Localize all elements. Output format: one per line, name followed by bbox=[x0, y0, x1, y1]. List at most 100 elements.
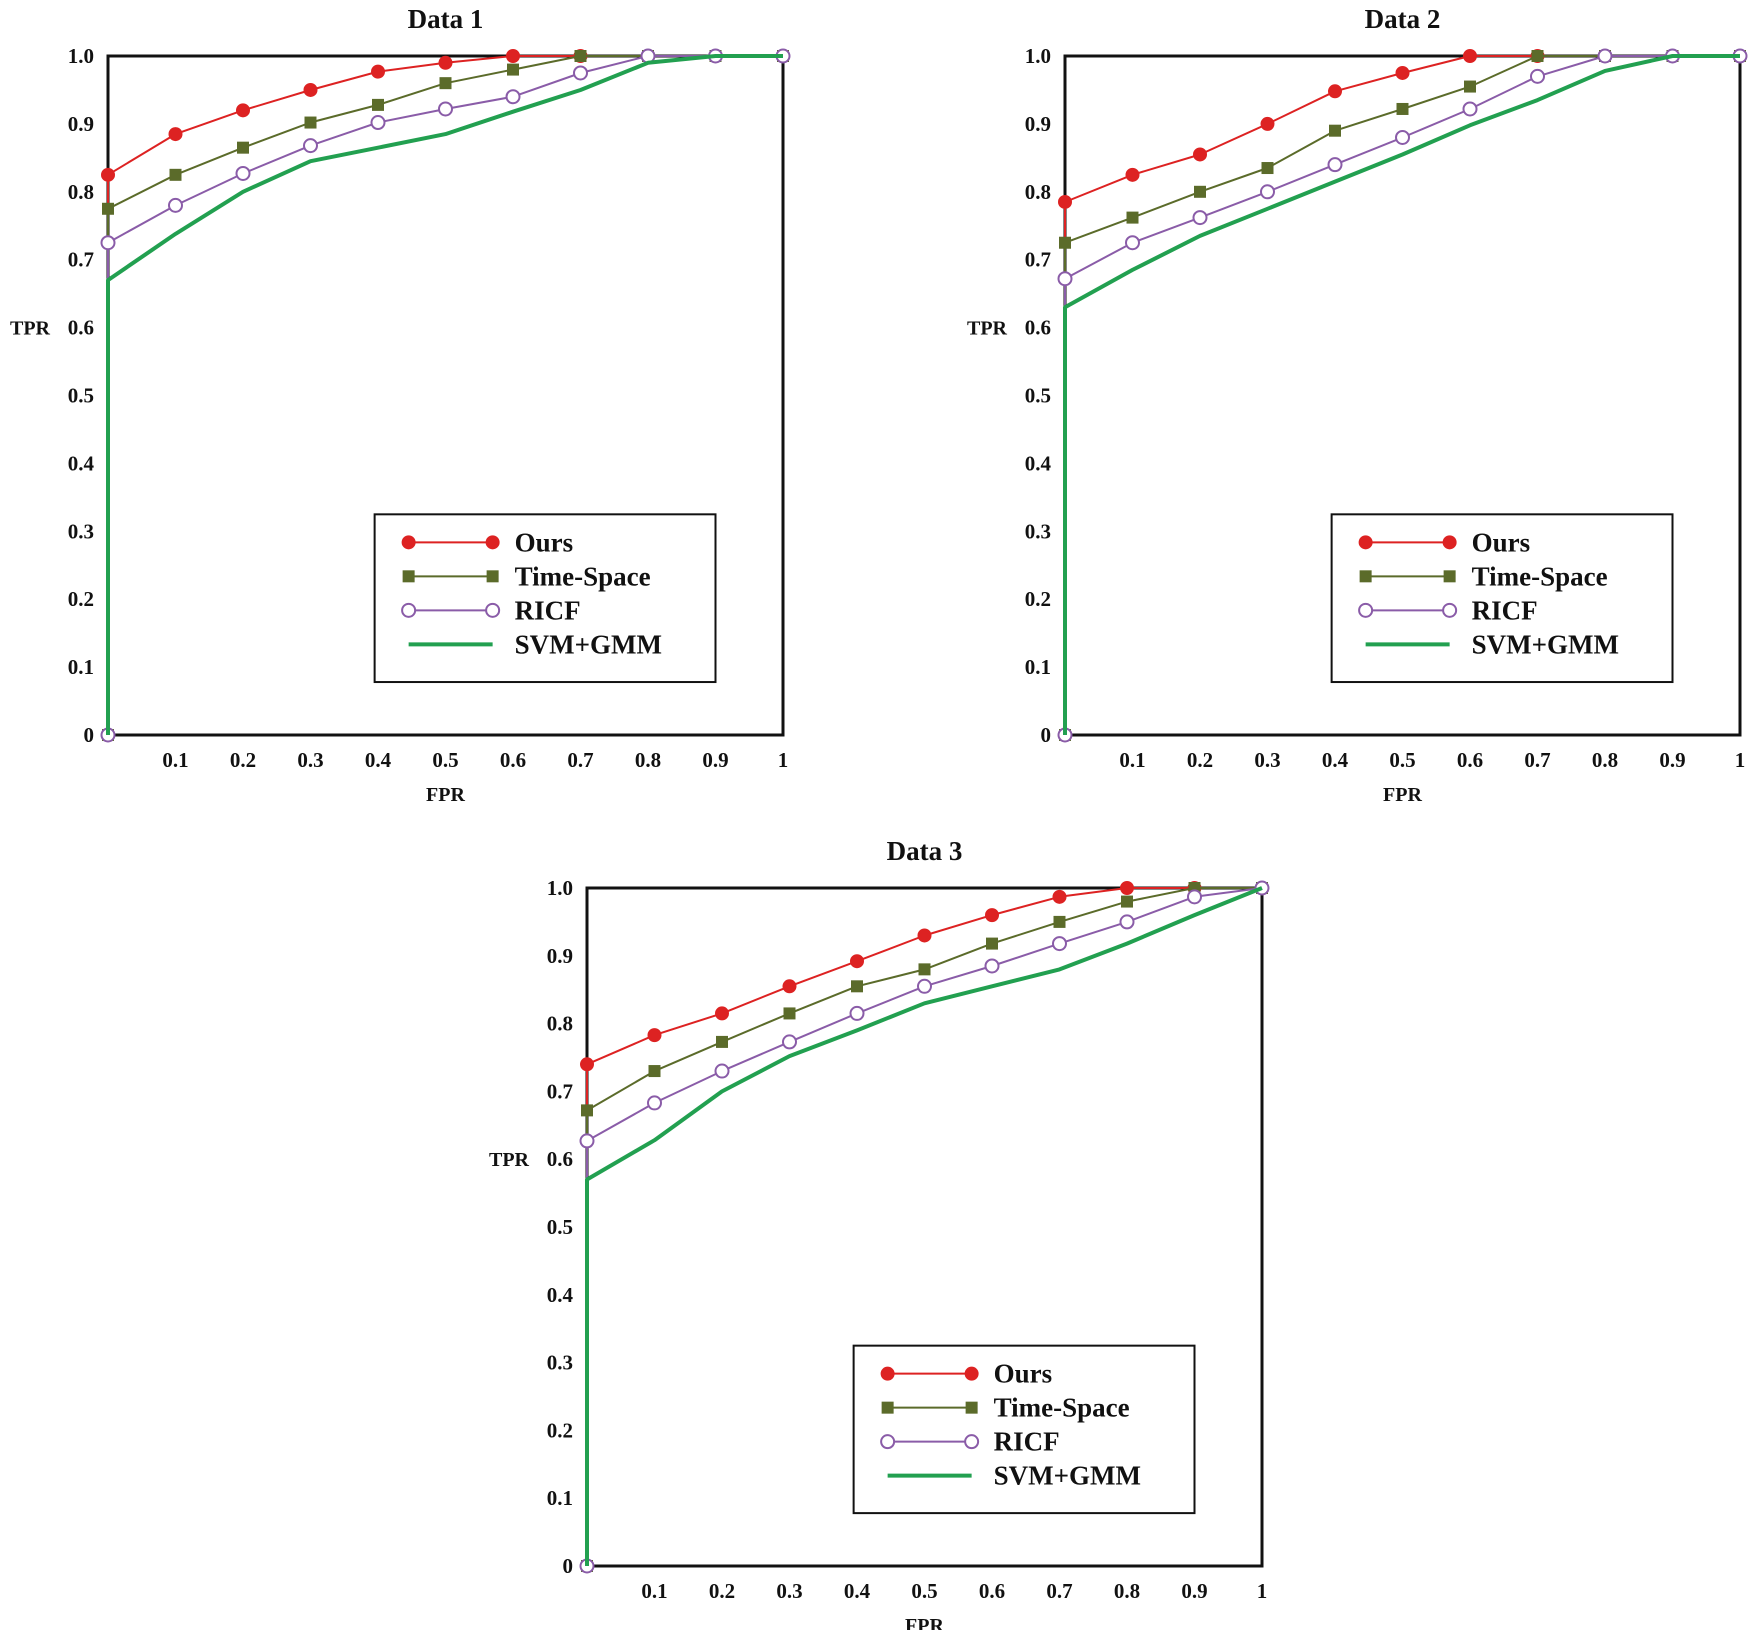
y-tick-label: 0.2 bbox=[1025, 587, 1051, 611]
y-tick-label: 1.0 bbox=[1025, 44, 1051, 68]
data-point-time-space bbox=[1059, 236, 1071, 249]
y-tick-label: 0.7 bbox=[547, 1079, 573, 1103]
data-point-ricf bbox=[1462, 101, 1478, 117]
data-point-time-space bbox=[372, 98, 384, 111]
data-point-ricf bbox=[1260, 184, 1275, 200]
x-tick-label: 0.5 bbox=[1389, 748, 1415, 772]
x-tick-label: 0.4 bbox=[1322, 748, 1349, 772]
y-tick-label: 0.9 bbox=[547, 944, 573, 968]
data-point-time-space bbox=[851, 980, 863, 993]
data-point-ricf bbox=[1192, 210, 1208, 226]
data-point-time-space bbox=[1261, 162, 1274, 175]
data-point-ours bbox=[1463, 49, 1477, 63]
y-tick-label: 0.2 bbox=[547, 1418, 573, 1442]
data-point-time-space bbox=[1464, 80, 1476, 93]
y-tick-label: 0.7 bbox=[1025, 248, 1051, 272]
data-point-time-space bbox=[1194, 185, 1206, 198]
data-point-ours bbox=[782, 979, 797, 994]
chart-data-3: Data 3 0 0.1 0.2 0.3 0.4 0.5 0.6 0.7 0.8 0.9 1.0 0.1… bbox=[489, 836, 1270, 1630]
data-point-ricf bbox=[917, 978, 932, 994]
x-tick-label: 0.3 bbox=[297, 748, 323, 772]
data-point-ricf bbox=[714, 1063, 730, 1079]
data-point-time-space bbox=[1126, 211, 1139, 224]
series-line-svm-gmm bbox=[106, 54, 783, 735]
legend-marker-ours bbox=[1358, 535, 1373, 550]
y-tick-label: 0.1 bbox=[1025, 655, 1051, 679]
x-tick-label: 0.2 bbox=[709, 1579, 735, 1603]
x-tick-label: 0.9 bbox=[1181, 1579, 1207, 1603]
data-point-ricf bbox=[303, 138, 318, 154]
legend-label-time-space: Time-Space bbox=[994, 1393, 1130, 1423]
y-tick-label: 0.1 bbox=[547, 1486, 573, 1510]
data-point-time-space bbox=[507, 63, 519, 76]
data-point-ricf bbox=[579, 1133, 595, 1149]
x-tick-label: 0.4 bbox=[844, 1579, 871, 1603]
x-tick-label: 0.7 bbox=[567, 748, 593, 772]
data-point-ours bbox=[647, 1028, 662, 1043]
series-line-time-space bbox=[586, 887, 1262, 1566]
data-point-ours bbox=[438, 55, 453, 70]
chart-data-2: Data 2 0 0.1 0.2 0.3 0.4 0.5 0.6 0.7 0.8 0.9 1.0 0.1… bbox=[967, 4, 1748, 806]
data-point-ours bbox=[850, 954, 864, 969]
y-tick-label: 0.8 bbox=[68, 180, 94, 204]
legend-marker-ours bbox=[880, 1366, 895, 1381]
x-tick-label: 0.8 bbox=[1592, 748, 1618, 772]
data-point-ours bbox=[168, 127, 183, 142]
y-tick-label: 0.7 bbox=[68, 248, 94, 272]
data-point-ricf bbox=[1187, 889, 1202, 905]
legend-label-svm-gmm: SVM+GMM bbox=[1472, 629, 1619, 659]
legend-marker-ricf bbox=[1358, 602, 1374, 618]
legend-marker-ricf bbox=[485, 602, 501, 618]
series-line-ricf bbox=[107, 55, 783, 735]
series-line-ricf bbox=[586, 887, 1263, 1566]
x-tick-label: 0.5 bbox=[911, 1579, 937, 1603]
x-tick-label: 0.9 bbox=[702, 748, 728, 772]
x-tick-label: 1 bbox=[1257, 1579, 1268, 1603]
legend-marker-time-space bbox=[486, 570, 499, 583]
y-tick-label: 0.5 bbox=[1025, 384, 1051, 408]
chart-data-1: Data 1 0 0.1 0.2 0.3 0.4 0.5 0.6 0.7 0.8 0.9 1.0 0.1… bbox=[10, 4, 791, 806]
legend-label-time-space: Time-Space bbox=[1472, 561, 1608, 591]
legend-marker-time-space bbox=[881, 1401, 894, 1414]
legend-label-svm-gmm: SVM+GMM bbox=[515, 629, 662, 659]
y-tick-label: 0.1 bbox=[68, 655, 94, 679]
data-point-time-space bbox=[237, 141, 249, 154]
chart-title: Data 3 bbox=[887, 836, 963, 866]
y-tick-label: 0.5 bbox=[68, 384, 94, 408]
y-tick-label: 0.3 bbox=[547, 1351, 573, 1375]
data-point-ours bbox=[1120, 881, 1134, 895]
y-tick-label: 0.3 bbox=[68, 519, 94, 543]
x-tick-label: 0.8 bbox=[635, 748, 661, 772]
data-point-time-space bbox=[102, 202, 114, 215]
data-point-ours bbox=[985, 908, 999, 923]
legend-label-ours: Ours bbox=[994, 1359, 1053, 1389]
data-point-ricf bbox=[573, 65, 588, 81]
data-point-ricf bbox=[370, 115, 386, 131]
data-point-ricf bbox=[1057, 271, 1073, 287]
data-point-ours bbox=[1395, 65, 1410, 80]
data-point-time-space bbox=[648, 1065, 661, 1078]
y-axis-label: TPR bbox=[489, 1149, 530, 1171]
x-tick-label: 0.6 bbox=[500, 748, 526, 772]
data-point-ricf bbox=[984, 958, 1000, 974]
y-tick-label: 0.9 bbox=[68, 112, 94, 136]
y-axis-label: TPR bbox=[967, 318, 1008, 340]
series-line-svm-gmm bbox=[1063, 54, 1740, 735]
data-point-time-space bbox=[304, 116, 317, 129]
data-point-time-space bbox=[986, 937, 998, 950]
y-tick-label: 0 bbox=[563, 1554, 574, 1578]
chart-title: Data 2 bbox=[1365, 4, 1441, 34]
data-point-ricf bbox=[100, 235, 116, 251]
legend-marker-ours bbox=[1442, 535, 1457, 550]
data-point-ricf bbox=[849, 1005, 865, 1021]
data-point-ours bbox=[580, 1057, 594, 1072]
y-tick-label: 0.4 bbox=[547, 1283, 574, 1307]
y-tick-label: 0.4 bbox=[1025, 451, 1052, 475]
x-tick-label: 0.9 bbox=[1659, 748, 1685, 772]
x-tick-label: 0.7 bbox=[1046, 1579, 1072, 1603]
data-point-ours bbox=[303, 82, 318, 97]
data-point-time-space bbox=[918, 963, 931, 976]
y-tick-label: 0.5 bbox=[547, 1215, 573, 1239]
data-point-ours bbox=[1052, 889, 1067, 904]
